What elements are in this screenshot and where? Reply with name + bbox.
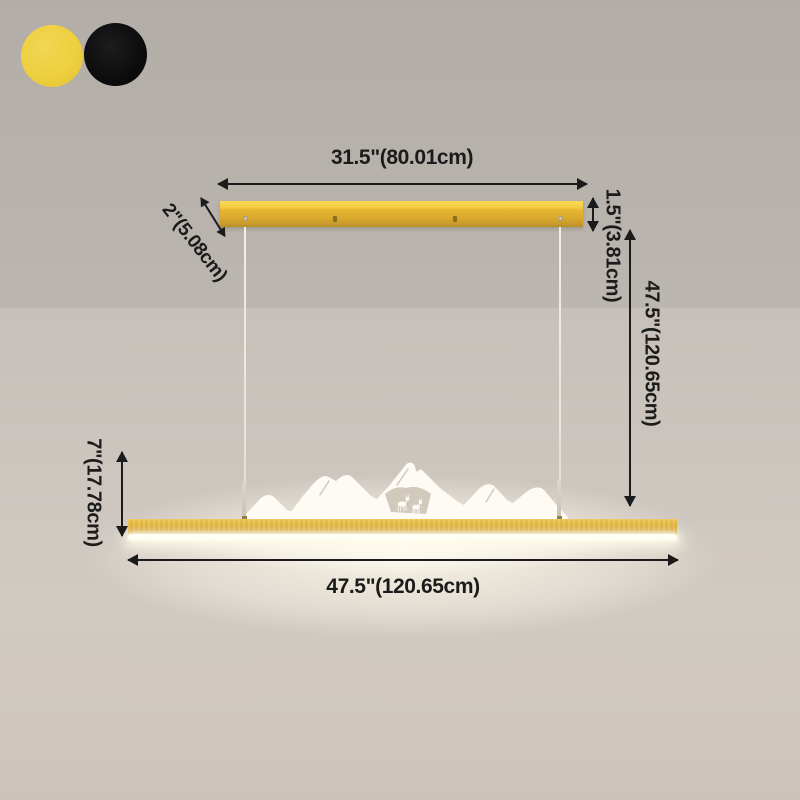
color-swatch-gold[interactable] [21,25,83,87]
canopy-length-arrow [217,178,588,190]
fixture-height-label: 7"(17.78cm) [82,438,105,547]
wall-background-lower [0,308,800,800]
fixture-length-arrow [127,554,679,566]
led-light-strip [128,534,677,540]
linear-light-bar [128,519,677,535]
brushed-gold-texture [128,519,677,535]
ceiling-canopy-bar [220,201,583,227]
canopy-height-label: 1.5"(3.81cm) [601,188,624,303]
suspension-wire-right [559,227,561,511]
color-swatch-black[interactable] [84,23,147,86]
canopy-screw-icon [243,216,248,221]
suspension-height-arrow [624,229,636,507]
mountain-ridge-lines [319,468,495,503]
wire-connector-left [241,483,247,521]
deer-icon [397,495,410,512]
suspension-wire-left [244,227,246,511]
canopy-length-label: 31.5"(80.01cm) [330,146,474,169]
canopy-hole-icon [333,216,337,222]
suspension-height-label: 47.5"(120.65cm) [640,280,663,427]
fixture-length-label: 47.5"(120.65cm) [326,575,480,598]
canopy-height-arrow [587,197,599,232]
mountain-artwork [242,462,569,521]
deer-icon [412,498,423,514]
canopy-screw-icon [558,216,563,221]
fixture-height-arrow [116,451,128,537]
wire-connector-right [556,480,562,521]
canopy-hole-icon [453,216,457,222]
